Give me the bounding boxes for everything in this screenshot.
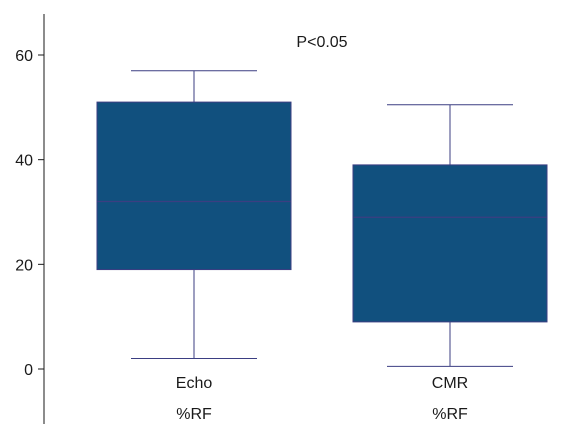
y-tick-label: 40	[15, 153, 33, 170]
category-sublabel: %RF	[176, 406, 212, 423]
category-sublabel: %RF	[432, 406, 468, 423]
category-label: Echo	[176, 375, 213, 392]
p-value-annotation: P<0.05	[296, 34, 347, 51]
iqr-box	[352, 164, 548, 323]
iqr-box	[96, 101, 292, 271]
boxes-group	[96, 70, 548, 367]
category-labels: Echo CMR %RF %RF	[176, 375, 468, 423]
y-axis-ticks: 0 20 40 60	[15, 48, 44, 379]
category-label: CMR	[432, 375, 468, 392]
y-tick-label: 20	[15, 257, 33, 274]
y-tick-label: 0	[24, 362, 33, 379]
y-tick-label: 60	[15, 48, 33, 65]
